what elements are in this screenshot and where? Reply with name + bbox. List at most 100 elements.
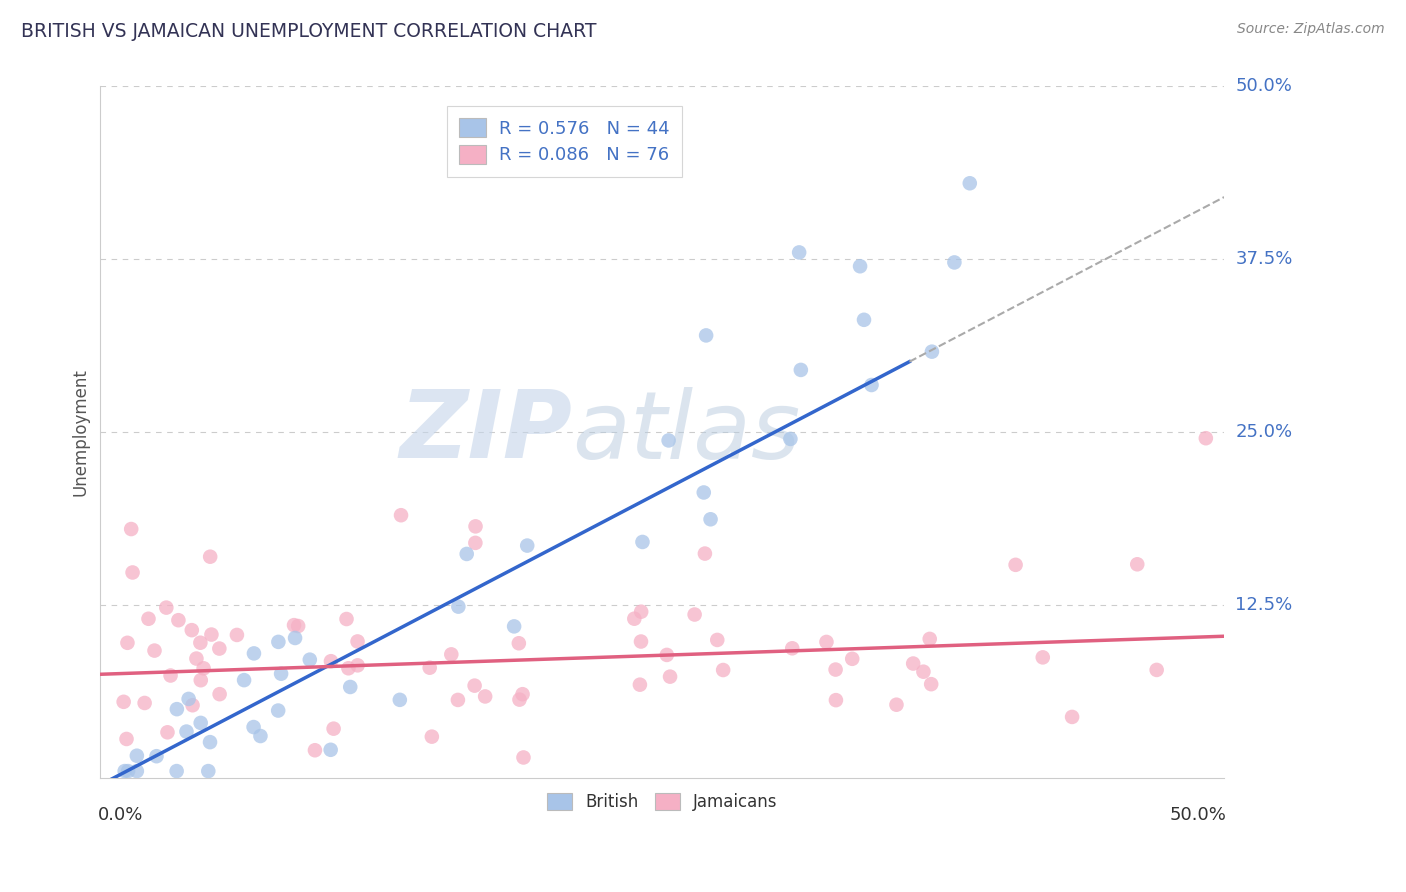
Point	[337, 661, 360, 675]
Text: ZIP: ZIP	[399, 386, 572, 478]
Point	[114, 764, 136, 778]
Point	[176, 724, 198, 739]
Text: 0.0%: 0.0%	[98, 805, 143, 823]
Point	[630, 634, 652, 648]
Point	[322, 722, 344, 736]
Point	[180, 623, 202, 637]
Point	[474, 690, 496, 704]
Point	[339, 680, 361, 694]
Point	[190, 636, 212, 650]
Point	[623, 612, 645, 626]
Point	[655, 648, 678, 662]
Point	[115, 731, 138, 746]
Point	[921, 344, 943, 359]
Point	[920, 677, 942, 691]
Point	[198, 549, 221, 564]
Point	[825, 693, 848, 707]
Point	[208, 641, 231, 656]
Y-axis label: Unemployment: Unemployment	[72, 368, 89, 496]
Point	[242, 720, 264, 734]
Text: 12.5%: 12.5%	[1236, 596, 1292, 614]
Point	[779, 432, 801, 446]
Point	[298, 653, 321, 667]
Point	[631, 535, 654, 549]
Point	[181, 698, 204, 713]
Point	[1126, 558, 1149, 572]
Point	[853, 313, 876, 327]
Point	[886, 698, 908, 712]
Point	[193, 661, 215, 675]
Point	[787, 245, 810, 260]
Point	[860, 378, 883, 392]
Point	[304, 743, 326, 757]
Point	[190, 673, 212, 688]
Point	[508, 636, 530, 650]
Point	[1146, 663, 1168, 677]
Point	[155, 600, 177, 615]
Point	[824, 663, 846, 677]
Legend: British, Jamaicans: British, Jamaicans	[540, 787, 785, 818]
Point	[121, 566, 143, 580]
Point	[628, 678, 651, 692]
Point	[464, 536, 486, 550]
Point	[138, 612, 160, 626]
Point	[1004, 558, 1026, 572]
Point	[943, 255, 966, 269]
Point	[918, 632, 941, 646]
Point	[516, 539, 538, 553]
Point	[658, 434, 681, 448]
Point	[125, 748, 148, 763]
Point	[249, 729, 271, 743]
Point	[117, 764, 139, 778]
Text: 50.0%: 50.0%	[1236, 78, 1292, 95]
Point	[346, 658, 368, 673]
Point	[464, 679, 486, 693]
Point	[346, 634, 368, 648]
Point	[901, 657, 924, 671]
Point	[693, 547, 716, 561]
Point	[117, 636, 139, 650]
Point	[693, 485, 716, 500]
Point	[447, 599, 470, 614]
Point	[112, 695, 135, 709]
Point	[267, 704, 290, 718]
Point	[790, 363, 813, 377]
Text: 25.0%: 25.0%	[1236, 423, 1292, 442]
Point	[284, 631, 307, 645]
Point	[695, 328, 717, 343]
Point	[198, 735, 221, 749]
Point	[849, 259, 872, 273]
Point	[159, 668, 181, 682]
Point	[706, 632, 728, 647]
Point	[167, 613, 190, 627]
Point	[120, 522, 142, 536]
Point	[1032, 650, 1054, 665]
Point	[1062, 710, 1084, 724]
Point	[208, 687, 231, 701]
Point	[683, 607, 706, 622]
Point	[270, 666, 292, 681]
Point	[440, 648, 463, 662]
Text: 37.5%: 37.5%	[1236, 251, 1292, 268]
Point	[389, 508, 412, 523]
Point	[200, 627, 222, 641]
Text: atlas: atlas	[572, 387, 800, 478]
Point	[959, 176, 981, 190]
Point	[134, 696, 156, 710]
Point	[711, 663, 734, 677]
Text: Source: ZipAtlas.com: Source: ZipAtlas.com	[1237, 22, 1385, 37]
Point	[186, 651, 208, 665]
Point	[226, 628, 249, 642]
Point	[233, 673, 256, 687]
Point	[166, 702, 188, 716]
Point	[815, 635, 838, 649]
Point	[243, 647, 266, 661]
Point	[267, 635, 290, 649]
Point	[464, 519, 486, 533]
Text: 50.0%: 50.0%	[1170, 805, 1226, 823]
Point	[145, 749, 167, 764]
Point	[512, 687, 534, 701]
Point	[287, 619, 309, 633]
Point	[388, 693, 411, 707]
Point	[419, 661, 441, 675]
